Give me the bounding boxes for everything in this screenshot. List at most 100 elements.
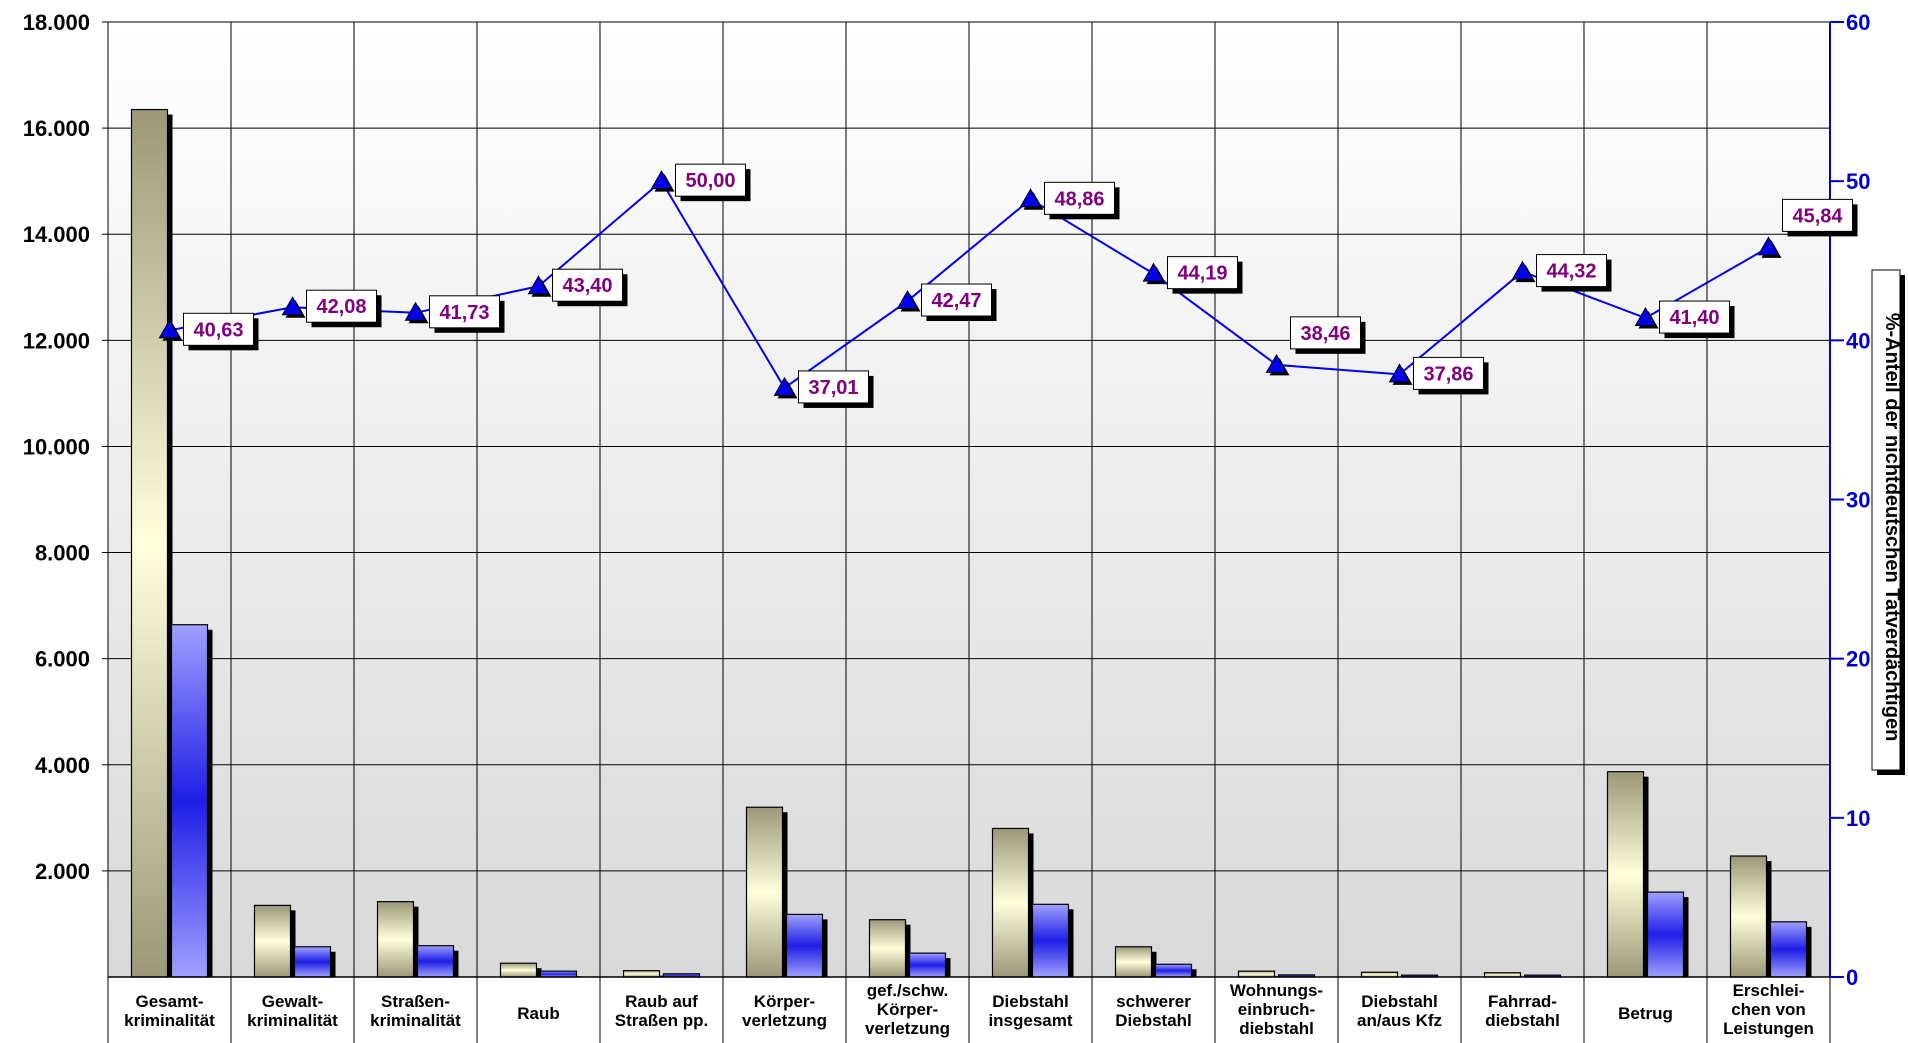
category-label: an/aus Kfz: [1357, 1011, 1442, 1030]
category-label: Körper-: [754, 992, 815, 1011]
labels: 40,63 42,08 41,73 43,40 50,00 37,01 42,47 48,86…: [124, 163, 1858, 1038]
line-marker: [1019, 188, 1042, 208]
data-label-box: [1536, 254, 1607, 288]
category-label: Körper-: [877, 1000, 938, 1019]
data-label: 48,86: [1054, 188, 1104, 210]
line-marker: [1388, 363, 1411, 383]
line-marker: [1265, 353, 1288, 373]
y2-tick-label: 10: [1846, 806, 1870, 831]
y-tick-label: 14.000: [23, 222, 90, 247]
data-label: 44,32: [1546, 261, 1596, 283]
data-label-box: [552, 268, 623, 302]
y-tick-label: 4.000: [35, 753, 90, 778]
line-marker: [158, 319, 181, 339]
category-label: Betrug: [1618, 1004, 1673, 1023]
category-label: Raub auf: [625, 992, 698, 1011]
y2-tick-label: 60: [1846, 10, 1870, 35]
data-label-box: [1167, 256, 1238, 290]
category-label: kriminalität: [370, 1011, 461, 1030]
data-label-box: [1782, 198, 1853, 232]
axes: 2.000 4.000 6.000 8.000 10.000 12.000 14.000 16…: [23, 10, 1905, 1043]
bar-series1: [130, 108, 169, 978]
data-label: 37,86: [1423, 363, 1473, 385]
y-tick-label: 16.000: [23, 116, 90, 141]
line-marker: [1634, 307, 1657, 327]
data-label: 43,40: [562, 275, 612, 297]
line-marker: [404, 301, 427, 321]
data-label-box: [1290, 316, 1361, 350]
category-label: kriminalität: [124, 1011, 215, 1030]
bar-series2: [539, 970, 578, 978]
category-label: einbruch-: [1238, 1000, 1315, 1019]
bar-series1: [253, 904, 292, 978]
data-label: 50,00: [685, 170, 735, 192]
category-label: Raub: [517, 1004, 560, 1023]
data-label-box: [675, 163, 746, 197]
bar-series2: [1769, 921, 1808, 978]
bar-series1: [376, 901, 415, 978]
category-label: diebstahl: [1485, 1011, 1560, 1030]
category-label: Fahrrad-: [1488, 992, 1557, 1011]
bar-series1: [1114, 946, 1153, 978]
bar-series1: [622, 970, 661, 978]
y2-axis-title: %-Anteil der nichtdeutschen Tatverdächti…: [1881, 313, 1903, 742]
category-label: diebstahl: [1239, 1019, 1314, 1038]
line-marker: [1757, 236, 1780, 256]
y-tick-label: 12.000: [23, 328, 90, 353]
y2-tick-label: 40: [1846, 328, 1870, 353]
bar-series1: [868, 919, 907, 978]
bar-series1: [499, 962, 538, 978]
bar-series2: [293, 946, 332, 978]
y-tick-label: 6.000: [35, 647, 90, 672]
line-marker: [650, 170, 673, 190]
bar-series2: [1154, 963, 1193, 978]
data-label-box: [429, 295, 500, 329]
data-label: 41,73: [439, 302, 489, 324]
data-label: 42,08: [316, 296, 366, 318]
category-label: chen von: [1731, 1000, 1806, 1019]
bar-series1: [1729, 855, 1768, 978]
category-label: Diebstahl: [1361, 992, 1438, 1011]
category-label: Diebstahl: [992, 992, 1069, 1011]
bar-series1: [745, 806, 784, 978]
y2-title-box: [1871, 269, 1901, 771]
y-tick-label: 2.000: [35, 859, 90, 884]
category-label: Straßen pp.: [615, 1011, 709, 1030]
category-label: insgesamt: [988, 1011, 1072, 1030]
y-tick-label: 8.000: [35, 541, 90, 566]
category-label: Straßen-: [381, 992, 450, 1011]
category-label: Leistungen: [1723, 1019, 1814, 1038]
data-label-box: [798, 370, 869, 404]
y2-tick-label: 0: [1846, 965, 1858, 990]
data-label: 37,01: [808, 377, 858, 399]
category-label: Diebstahl: [1115, 1011, 1192, 1030]
bar-series2: [908, 952, 947, 978]
line-marker: [527, 275, 550, 295]
data-label: 42,47: [931, 290, 981, 312]
line-marker: [896, 290, 919, 310]
bar-series2: [416, 945, 455, 978]
category-label: Wohnungs-: [1230, 981, 1323, 1000]
data-label: 41,40: [1669, 307, 1719, 329]
y-tick-label: 18.000: [23, 10, 90, 35]
data-label-box: [1659, 300, 1730, 334]
category-label: verletzung: [865, 1019, 950, 1038]
bar-series2: [1646, 891, 1685, 978]
data-label-box: [306, 289, 377, 323]
data-label: 44,19: [1177, 263, 1227, 285]
line-marker: [1511, 260, 1534, 280]
bar-series1: [991, 827, 1030, 978]
bars: [130, 108, 1812, 978]
data-label-box: [1044, 181, 1115, 215]
bar-series2: [785, 913, 824, 978]
bar-series2: [1031, 903, 1070, 978]
category-label: kriminalität: [247, 1011, 338, 1030]
category-label: Gewalt-: [262, 992, 323, 1011]
y2-tick-label: 20: [1846, 647, 1870, 672]
y-tick-label: 10.000: [23, 434, 90, 459]
category-label: Erschlei-: [1733, 981, 1805, 1000]
line-marker: [281, 296, 304, 316]
y2-tick-label: 30: [1846, 488, 1870, 513]
data-label: 45,84: [1792, 205, 1843, 227]
